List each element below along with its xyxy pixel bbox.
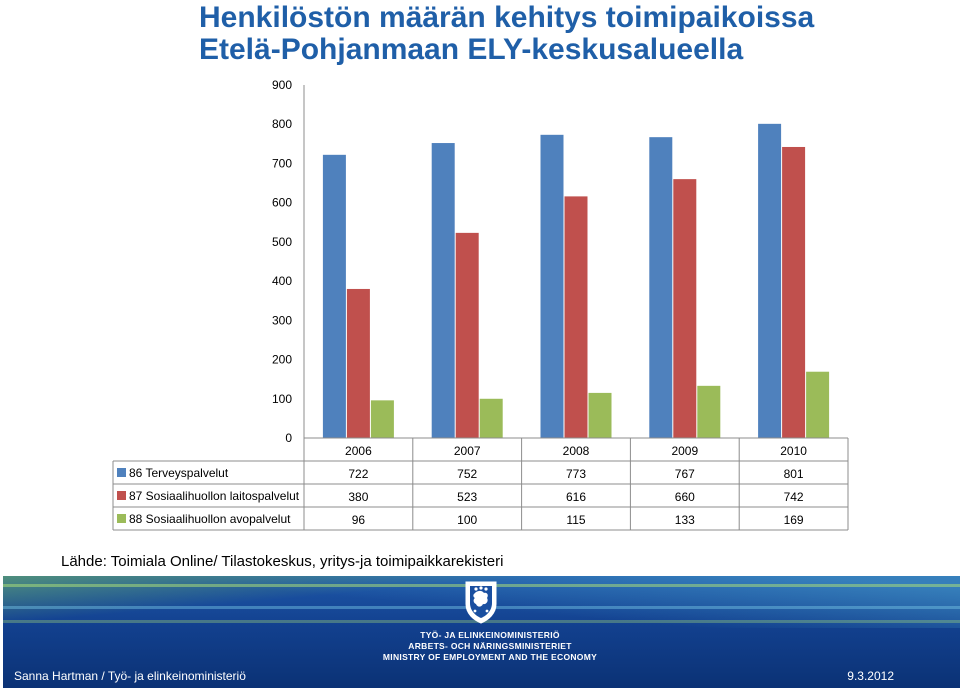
- y-tick-label: 700: [272, 156, 292, 170]
- bar: [540, 134, 564, 438]
- legend-swatch: [117, 468, 126, 477]
- bar: [455, 232, 479, 438]
- data-label: 616: [566, 490, 586, 504]
- category-label: 2009: [671, 444, 698, 458]
- series-name: 88 Sosiaalihuollon avopalvelut: [129, 512, 291, 526]
- finnish-lion-emblem-icon: [465, 581, 497, 624]
- chart-title-line2: Etelä-Pohjanmaan ELY-keskusalueella: [199, 33, 744, 66]
- bar: [479, 398, 503, 438]
- y-tick-label: 600: [272, 196, 292, 210]
- series-name: 87 Sosiaalihuollon laitospalvelut: [129, 489, 300, 503]
- source-note: Lähde: Toimiala Online/ Tilastokeskus, y…: [61, 553, 504, 570]
- data-label: 523: [457, 490, 477, 504]
- category-label: 2007: [454, 444, 481, 458]
- data-label: 767: [675, 467, 695, 481]
- data-label: 801: [784, 467, 804, 481]
- footer-banner: TYÖ- JA ELINKEINOMINISTERIÖ ARBETS- OCH …: [0, 576, 960, 691]
- footer-author: Sanna Hartman / Työ- ja elinkeinoministe…: [14, 669, 246, 683]
- ministry-name: TYÖ- JA ELINKEINOMINISTERIÖ ARBETS- OCH …: [300, 630, 680, 663]
- bar: [782, 146, 806, 438]
- data-label: 773: [566, 467, 586, 481]
- y-tick-label: 100: [272, 392, 292, 406]
- y-tick-label: 200: [272, 353, 292, 367]
- data-label: 752: [457, 467, 477, 481]
- y-tick-label: 900: [272, 78, 292, 92]
- bar: [564, 196, 588, 438]
- y-tick-label: 500: [272, 235, 292, 249]
- bar: [588, 392, 612, 438]
- bar: [322, 154, 346, 438]
- y-tick-label: 800: [272, 117, 292, 131]
- bar: [758, 123, 782, 438]
- legend-swatch: [117, 491, 126, 500]
- y-tick-label: 400: [272, 274, 292, 288]
- data-label: 133: [675, 513, 695, 527]
- bars: [322, 123, 830, 438]
- data-label: 100: [457, 513, 477, 527]
- category-label: 2008: [563, 444, 590, 458]
- series-name: 86 Terveyspalvelut: [129, 466, 229, 480]
- bar: [806, 371, 830, 438]
- chart-title: Henkilöstön määrän kehitys toimipaikoiss…: [199, 2, 949, 66]
- ministry-name-fi: TYÖ- JA ELINKEINOMINISTERIÖ: [420, 630, 560, 640]
- bar: [346, 288, 370, 438]
- data-label: 660: [675, 490, 695, 504]
- y-tick-label: 0: [285, 431, 292, 445]
- category-label: 2010: [780, 444, 807, 458]
- data-table: 2006 2007 2008 2009 2010 86 Terveyspalvelut 72…: [112, 437, 849, 531]
- data-label: 722: [348, 467, 368, 481]
- data-label: 742: [784, 490, 804, 504]
- bar: [431, 143, 455, 438]
- data-label: 380: [348, 490, 368, 504]
- legend-swatch: [117, 514, 126, 523]
- y-tick-label: 300: [272, 313, 292, 327]
- chart-title-line1: Henkilöstön määrän kehitys toimipaikoiss…: [199, 1, 815, 34]
- data-label: 115: [566, 513, 585, 527]
- bar: [649, 137, 673, 438]
- footer-date: 9.3.2012: [847, 669, 894, 683]
- bar: [697, 385, 721, 438]
- data-label: 96: [352, 513, 366, 527]
- ministry-name-sv: ARBETS- OCH NÄRINGSMINISTERIET: [408, 641, 572, 651]
- bar: [673, 179, 697, 438]
- ministry-name-en: MINISTRY OF EMPLOYMENT AND THE ECONOMY: [382, 652, 598, 662]
- y-axis-tick-labels: 0 100 200 300 400 500 600 700 800 900: [272, 78, 292, 445]
- data-label: 169: [784, 513, 804, 527]
- category-label: 2006: [345, 444, 372, 458]
- bar: [370, 400, 394, 438]
